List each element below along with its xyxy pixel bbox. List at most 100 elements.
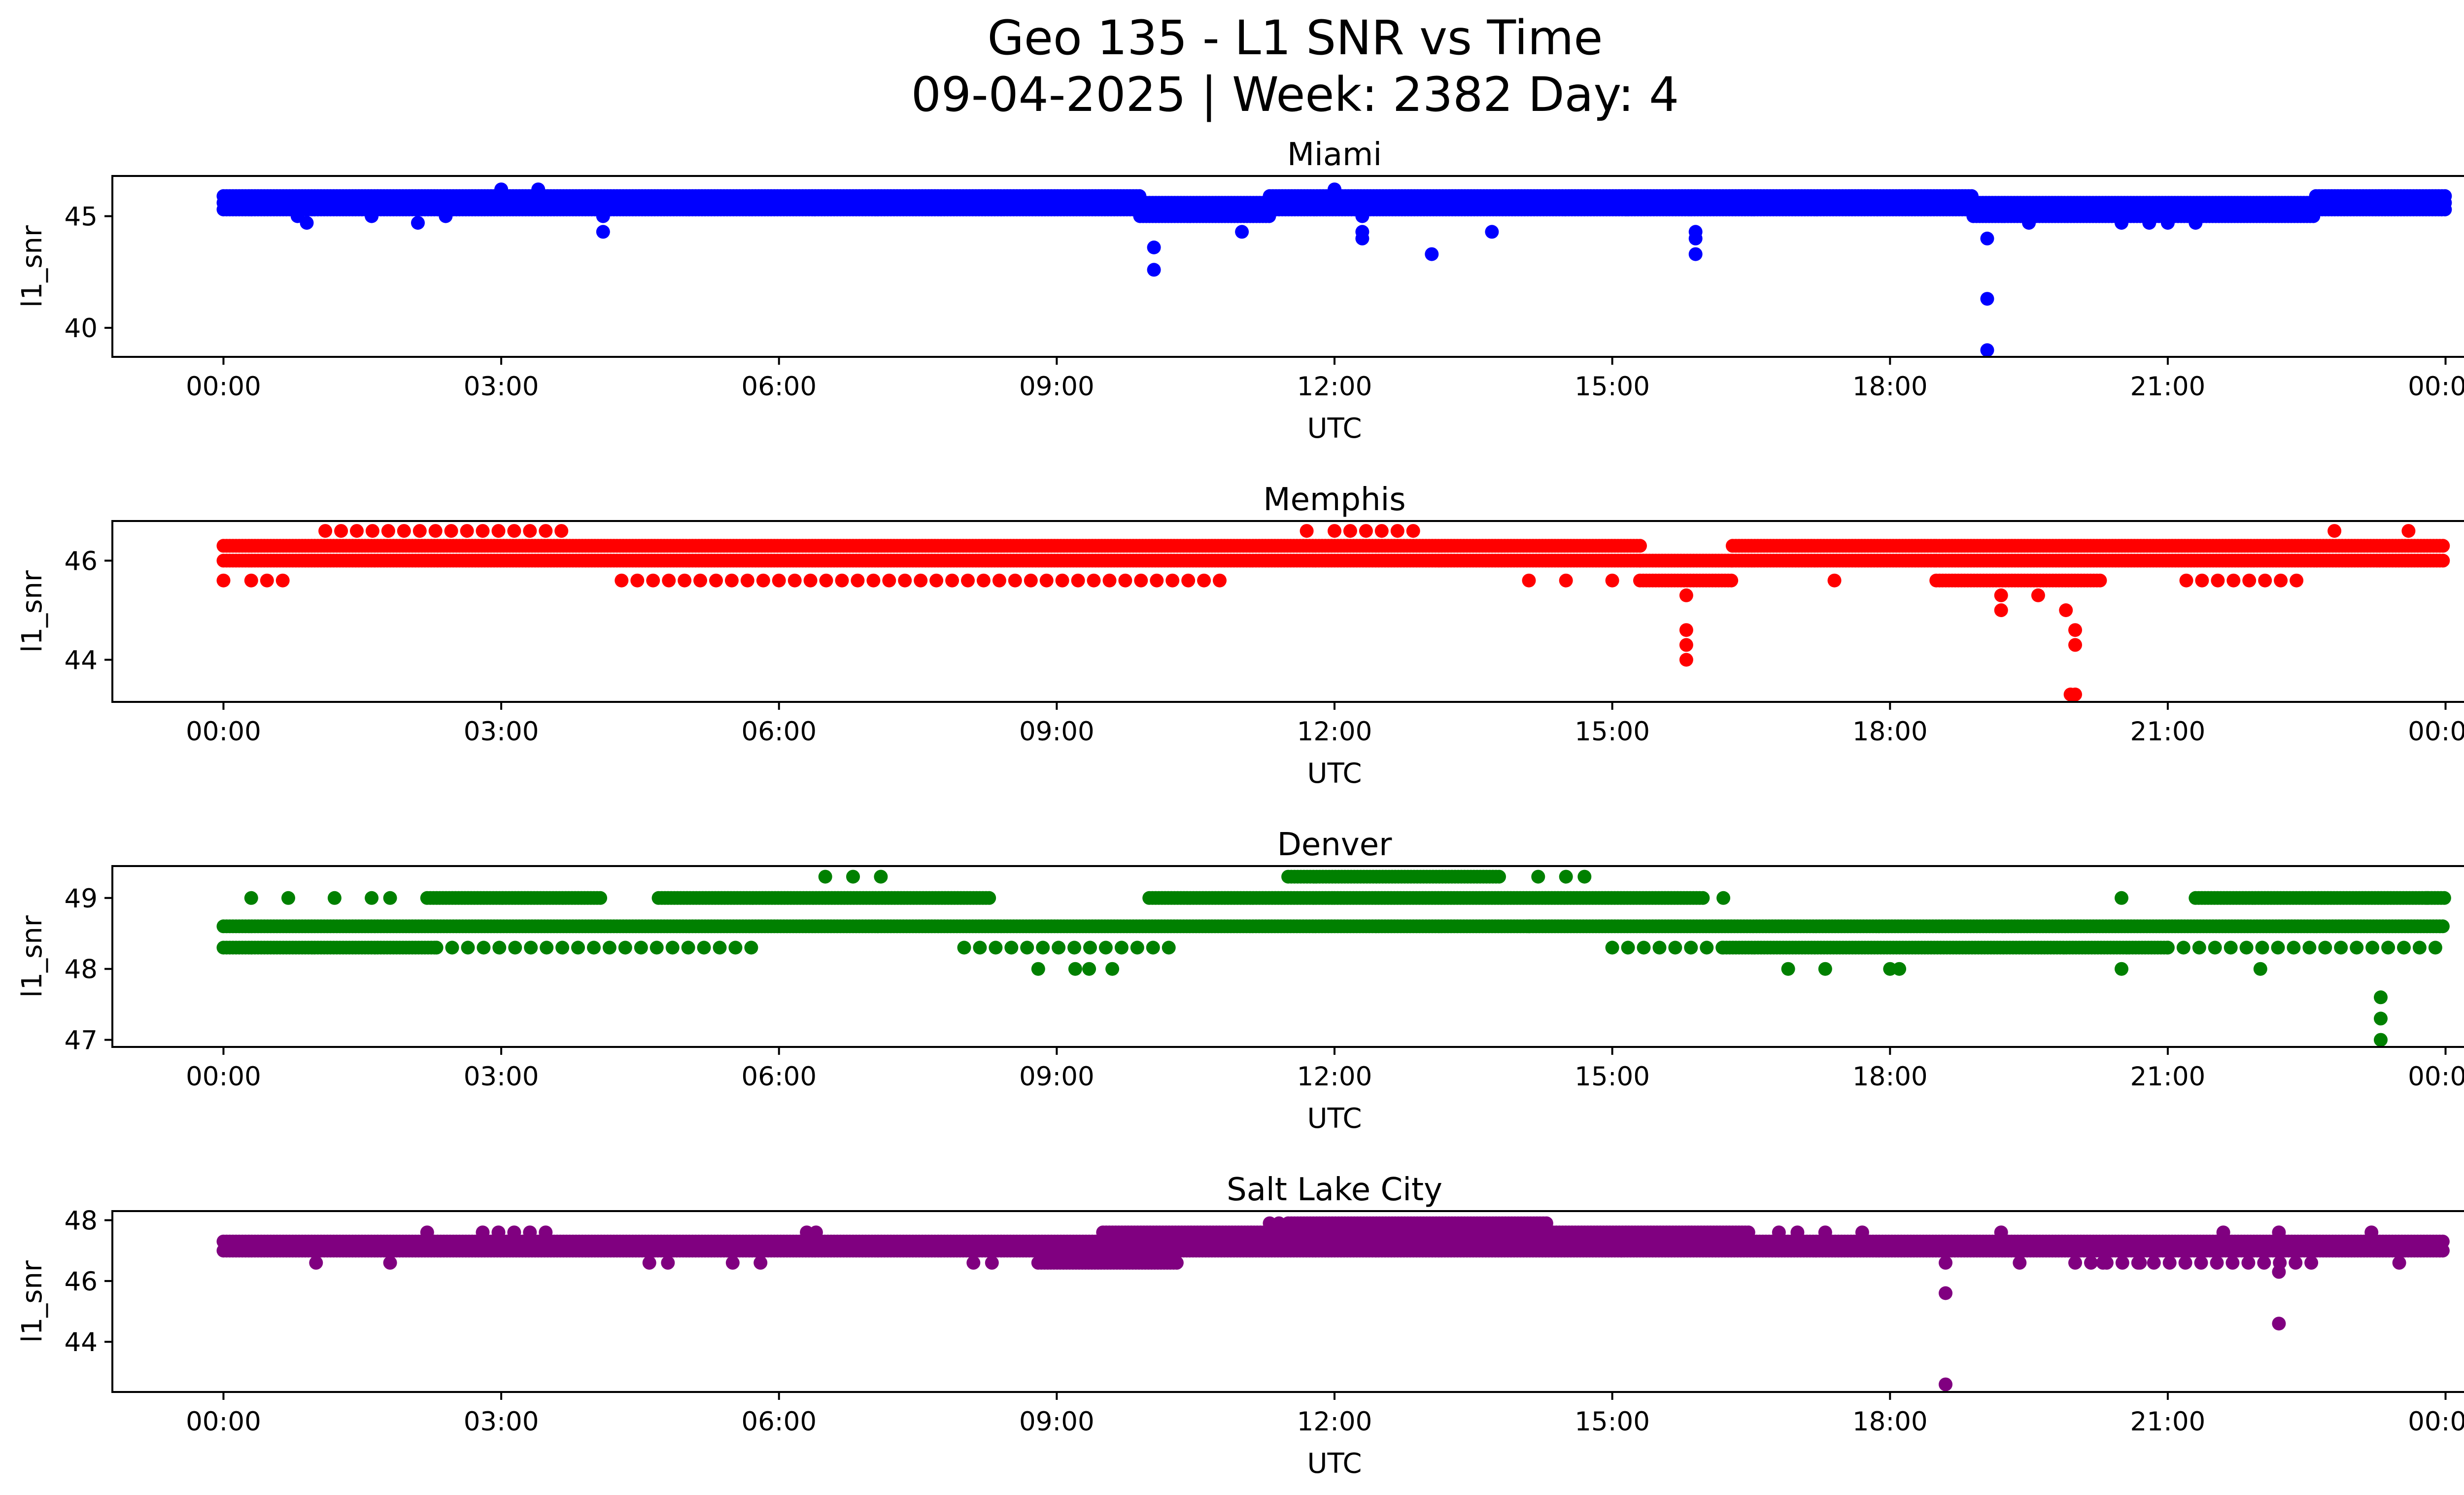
outlier-point — [2031, 588, 2045, 602]
outlier-point — [1980, 292, 1994, 306]
data-point — [787, 573, 802, 588]
outlier-point — [1425, 247, 1439, 261]
data-point — [851, 573, 865, 588]
outlier-point — [2401, 524, 2416, 538]
outlier-point — [1827, 573, 1842, 588]
data-point — [244, 573, 258, 588]
data-point — [1087, 573, 1101, 588]
outlier-point — [1559, 573, 1573, 588]
y-axis-label: l1_snr — [16, 225, 48, 308]
data-point — [2435, 919, 2450, 934]
x-tick-label: 09:00 — [1019, 372, 1095, 402]
outlier-point — [411, 216, 425, 230]
outlier-point — [300, 216, 314, 230]
outlier-point — [2068, 623, 2082, 637]
data-point — [275, 573, 290, 588]
data-point — [693, 573, 707, 588]
data-point — [1039, 573, 1054, 588]
data-point — [350, 524, 364, 538]
data-point — [976, 573, 991, 588]
x-tick-label: 18:00 — [1852, 717, 1928, 747]
data-point — [2093, 573, 2107, 588]
data-point — [756, 573, 770, 588]
data-point — [554, 524, 569, 538]
data-point — [1213, 573, 1227, 588]
data-point — [1696, 891, 1710, 905]
outlier-point — [1980, 343, 1994, 357]
outlier-point — [365, 209, 379, 223]
outlier-point — [1147, 241, 1161, 254]
data-point — [662, 573, 676, 588]
x-tick-label: 09:00 — [1019, 717, 1095, 747]
outlier-point — [2160, 216, 2175, 230]
data-point — [593, 891, 608, 905]
data-point — [961, 573, 975, 588]
data-point — [1492, 869, 1506, 884]
subplot-title: Denver — [1277, 827, 1392, 863]
outlier-point — [1522, 573, 1536, 588]
x-tick-label: 00:00 — [186, 1062, 261, 1092]
y-tick-label: 47 — [65, 1026, 98, 1056]
y-tick-label: 49 — [65, 884, 98, 914]
data-point — [1024, 573, 1038, 588]
outlier-point — [1994, 603, 2008, 617]
data-point — [982, 891, 996, 905]
data-point — [709, 573, 723, 588]
x-tick-label: 18:00 — [1852, 372, 1928, 402]
data-point — [1181, 573, 1196, 588]
x-tick-label: 06:00 — [741, 1062, 817, 1092]
data-point — [1374, 524, 1389, 538]
data-point — [1150, 573, 1164, 588]
outlier-point — [1679, 638, 1693, 652]
y-tick-label: 45 — [65, 202, 98, 232]
data-point — [724, 573, 739, 588]
data-point — [318, 524, 333, 538]
x-tick-label: 21:00 — [2130, 1062, 2206, 1092]
axis-ticks: 00:00 03:00 06:00 09:00 12:00 15:00 18:00 21:00… — [65, 202, 2464, 402]
subplot-title: Miami — [1287, 137, 1382, 173]
data-points — [216, 182, 2452, 357]
data-point — [2242, 573, 2257, 588]
data-point — [2436, 554, 2450, 568]
data-point — [835, 573, 849, 588]
outlier-point — [2327, 524, 2342, 538]
data-point — [2258, 573, 2272, 588]
data-point — [992, 573, 1006, 588]
outlier-point — [1147, 263, 1161, 277]
data-point — [1633, 539, 1647, 553]
x-axis-label: UTC — [1307, 758, 1362, 790]
x-tick-label: 00:00 — [2408, 717, 2464, 747]
y-tick-label: 46 — [65, 546, 98, 576]
x-tick-label: 12:00 — [1297, 1062, 1372, 1092]
data-point — [630, 573, 645, 588]
data-point — [1724, 573, 1739, 588]
outlier-point — [1688, 231, 1703, 245]
y-tick-label: 48 — [65, 955, 98, 985]
x-tick-label: 12:00 — [1297, 372, 1372, 402]
data-point — [2211, 573, 2225, 588]
outlier-point — [2059, 603, 2073, 617]
data-point — [365, 524, 379, 538]
data-point — [381, 524, 395, 538]
x-axis-label: UTC — [1307, 413, 1362, 445]
y-axis-label: l1_snr — [16, 570, 48, 653]
outlier-point — [1688, 247, 1703, 261]
subplot-title: Memphis — [1263, 482, 1405, 518]
data-point — [334, 524, 348, 538]
x-tick-label: 21:00 — [2130, 372, 2206, 402]
outlier-point — [2115, 216, 2128, 230]
x-tick-label: 21:00 — [2130, 717, 2206, 747]
subplot-miami: Miami 00:00 03:00 06:00 09:00 12:00 15:00 18:0… — [16, 137, 2464, 445]
data-point — [2195, 573, 2209, 588]
data-point — [397, 524, 411, 538]
data-point — [2290, 573, 2304, 588]
data-point — [1071, 573, 1085, 588]
data-point — [460, 524, 474, 538]
outlier-point — [1328, 182, 1341, 197]
data-point — [914, 573, 928, 588]
data-point — [1359, 524, 1373, 538]
outlier-point — [1300, 524, 1314, 538]
data-point — [803, 573, 818, 588]
outlier-point — [596, 209, 610, 223]
